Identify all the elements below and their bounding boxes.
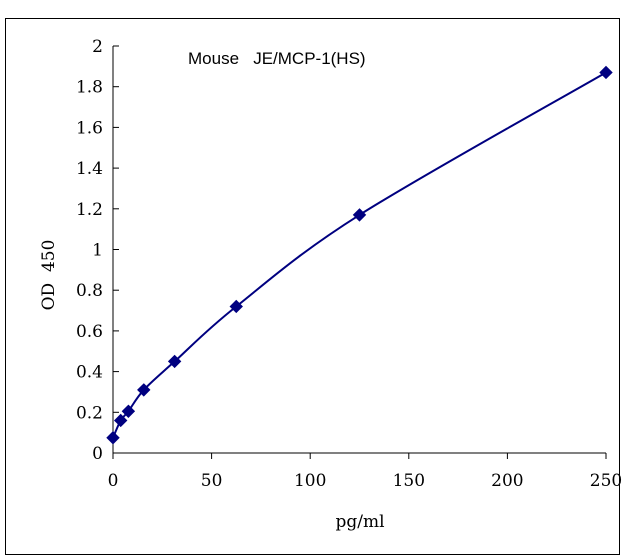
y-ticks: 0 0.2 0.4 0.6 0.8 1 1.2 1.4 1.6 1.8 2 xyxy=(76,37,119,464)
x-tick-label: 0 xyxy=(108,471,119,491)
y-tick-label: 0 xyxy=(92,444,103,464)
y-tick-label: 1.2 xyxy=(76,200,103,220)
y-tick-label: 0.8 xyxy=(76,281,103,301)
y-tick-label: 1.6 xyxy=(76,118,103,138)
y-tick-label: 1.8 xyxy=(76,78,103,98)
x-tick-label: 250 xyxy=(590,471,622,491)
y-tick-label: 0.4 xyxy=(76,363,103,383)
data-point-marker xyxy=(229,299,243,314)
x-ticks: 0 50 100 150 200 250 xyxy=(108,453,622,491)
data-point-marker xyxy=(137,383,151,397)
series-points xyxy=(106,65,613,445)
x-tick-label: 200 xyxy=(491,471,523,491)
data-point-marker xyxy=(167,354,182,369)
x-tick-label: 100 xyxy=(294,471,326,491)
y-tick-label: 2 xyxy=(92,37,103,57)
y-tick-label: 1.4 xyxy=(76,159,103,179)
data-point-marker xyxy=(106,431,120,445)
y-tick-label: 0.6 xyxy=(76,322,103,342)
x-tick-label: 150 xyxy=(393,471,425,491)
y-tick-label: 1 xyxy=(92,241,103,261)
data-point-marker xyxy=(121,404,136,418)
chart-border xyxy=(5,18,620,555)
plot-area xyxy=(106,65,613,445)
chart-title: Mouse JE/MCP-1(HS) xyxy=(188,49,366,68)
data-point-marker xyxy=(599,65,613,80)
y-axis: 0 0.2 0.4 0.6 0.8 1 1.2 1.4 1.6 1.8 2 OD 450 xyxy=(39,37,119,464)
x-axis: 0 50 100 150 200 250 pg/ml xyxy=(108,452,622,532)
x-tick-label: 50 xyxy=(201,471,223,491)
x-axis-title: pg/ml xyxy=(335,512,384,532)
data-point-marker xyxy=(113,413,128,428)
y-tick-label: 0.2 xyxy=(76,403,103,423)
y-axis-title: OD 450 xyxy=(39,240,59,311)
data-point-marker xyxy=(352,208,367,222)
